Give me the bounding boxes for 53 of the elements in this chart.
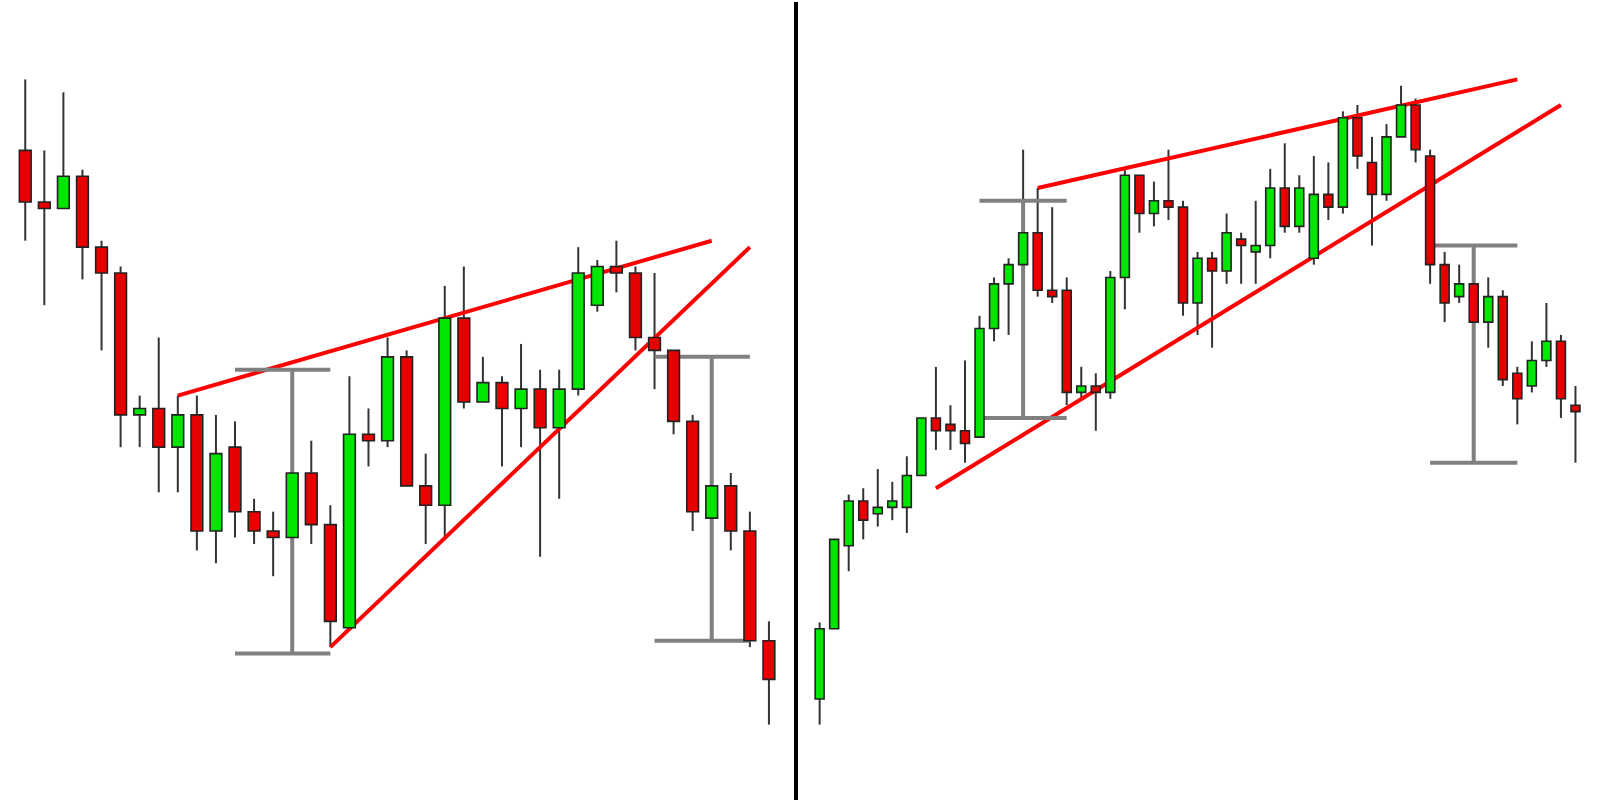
candlestick xyxy=(1003,257,1014,336)
candlestick xyxy=(1075,365,1087,400)
candlestick xyxy=(1163,148,1174,221)
candlestick xyxy=(1046,206,1058,304)
candlestick xyxy=(1410,97,1421,164)
candlestick xyxy=(647,271,662,391)
candlestick xyxy=(171,394,185,494)
candlestick xyxy=(1206,250,1218,349)
candlestick xyxy=(1453,263,1465,304)
candlestick xyxy=(988,276,1000,343)
candlestick xyxy=(1090,372,1102,432)
candlestick xyxy=(1482,276,1494,349)
candlestick xyxy=(361,407,376,468)
candlestick xyxy=(901,455,913,534)
candlestick xyxy=(152,336,166,494)
candlestick xyxy=(930,365,942,451)
candlestick xyxy=(590,259,604,313)
candlestick xyxy=(266,510,280,578)
candlestick xyxy=(1541,301,1552,368)
candlestick xyxy=(1250,199,1261,285)
candlestick xyxy=(1439,250,1450,324)
candlestick xyxy=(56,91,71,210)
candlestick xyxy=(959,359,971,464)
candlestick xyxy=(1148,180,1160,228)
candlestick xyxy=(533,368,547,558)
candlestick xyxy=(495,375,509,468)
candlestick xyxy=(887,480,898,522)
candlestick xyxy=(1221,212,1232,285)
candlestick xyxy=(1526,340,1538,394)
candlestick xyxy=(1294,174,1305,234)
candlestick xyxy=(419,452,433,545)
candlestick xyxy=(1323,161,1334,221)
candlestick xyxy=(762,620,776,726)
candlestick xyxy=(1512,365,1523,426)
candlestick xyxy=(1235,231,1247,285)
candlestick xyxy=(1395,84,1407,138)
candlestick xyxy=(1279,142,1291,234)
candlestick xyxy=(724,471,738,552)
candlestick xyxy=(514,342,528,449)
candlestick xyxy=(247,497,261,545)
candlestick xyxy=(1192,250,1203,336)
candlestick xyxy=(476,355,490,403)
candlestick xyxy=(1366,135,1378,247)
candlestick xyxy=(1570,385,1581,464)
candlestick xyxy=(1134,174,1145,234)
candlestick xyxy=(609,239,624,294)
candlestick xyxy=(133,394,147,449)
candlestick xyxy=(37,149,51,307)
candlestick xyxy=(94,239,109,352)
candlestick xyxy=(945,404,956,451)
candlestick xyxy=(1352,103,1363,170)
candlestick xyxy=(843,493,854,573)
candlestick xyxy=(552,368,566,500)
